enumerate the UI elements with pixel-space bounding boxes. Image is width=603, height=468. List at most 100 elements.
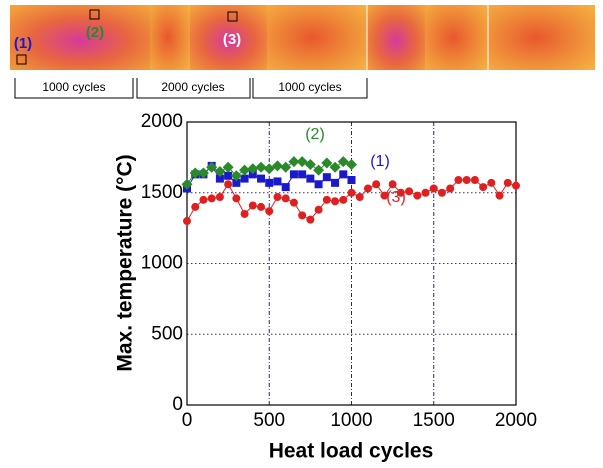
series-label: (3)	[386, 189, 406, 206]
data-point	[479, 183, 488, 192]
data-point	[248, 201, 257, 210]
data-point	[487, 178, 496, 187]
y-tick-label: 0	[172, 394, 183, 415]
data-point	[298, 170, 307, 179]
data-point	[306, 215, 315, 224]
data-point	[288, 156, 300, 168]
data-point	[454, 176, 463, 185]
x-axis-title: Heat load cycles	[269, 440, 434, 463]
data-point	[289, 198, 298, 207]
thermal-tile	[488, 5, 595, 70]
data-point	[265, 207, 274, 216]
data-point	[191, 202, 200, 211]
data-point	[296, 156, 308, 168]
cycle-brackets	[14, 78, 368, 99]
data-point	[470, 176, 479, 185]
y-tick-label: 2000	[141, 111, 183, 132]
data-point	[347, 176, 356, 185]
data-point	[240, 174, 249, 183]
bracket-label: 1000 cycles	[42, 80, 105, 94]
data-point	[329, 161, 341, 173]
x-tick-label: 1000	[330, 410, 372, 431]
data-point	[503, 178, 512, 187]
data-point	[363, 184, 372, 193]
bracket	[136, 78, 251, 99]
roi-label: (1)	[14, 35, 32, 52]
data-point	[206, 161, 218, 173]
data-point	[199, 195, 208, 204]
x-tick-label: 2000	[495, 410, 537, 431]
data-point	[240, 209, 249, 218]
data-point	[273, 177, 282, 186]
data-point	[322, 173, 331, 182]
data-point	[304, 158, 316, 170]
data-point	[271, 160, 283, 172]
roi-label: (3)	[223, 31, 241, 48]
thermal-tile	[10, 5, 150, 70]
data-point	[298, 211, 307, 220]
bracket-label: 1000 cycles	[278, 80, 341, 94]
data-point	[337, 156, 349, 168]
thermal-tile	[150, 5, 190, 70]
data-point	[281, 183, 290, 192]
data-point	[314, 180, 323, 189]
x-tick-label: 1500	[413, 410, 455, 431]
y-tick-label: 1000	[141, 253, 183, 274]
data-point	[372, 180, 381, 189]
data-point	[388, 180, 397, 189]
x-tick-label: 500	[253, 410, 285, 431]
data-point	[331, 178, 340, 187]
data-point	[331, 197, 340, 206]
data-point	[280, 161, 292, 173]
data-point	[347, 188, 356, 197]
data-point	[281, 194, 290, 203]
data-point	[215, 174, 224, 183]
data-point	[346, 158, 357, 170]
data-point	[197, 167, 209, 179]
data-point	[207, 194, 216, 203]
data-point	[189, 167, 201, 179]
data-point	[214, 166, 226, 178]
data-point	[339, 170, 348, 179]
data-point	[263, 163, 275, 175]
data-point	[255, 161, 267, 173]
data-point	[321, 157, 333, 169]
data-point	[380, 191, 389, 200]
data-point	[339, 195, 348, 204]
data-point	[446, 184, 455, 193]
bracket	[252, 78, 368, 99]
data-point	[322, 195, 331, 204]
data-point	[462, 176, 471, 185]
data-point	[232, 194, 241, 203]
x-tick-label: 0	[182, 410, 193, 431]
data-point	[313, 164, 325, 176]
thermal-tile	[367, 5, 425, 70]
roi-box	[89, 9, 100, 20]
series-label: (2)	[305, 126, 325, 143]
plot-frame	[186, 121, 517, 406]
data-point	[239, 164, 251, 176]
data-point	[413, 191, 422, 200]
bracket	[14, 78, 134, 99]
thermal-strip: (1) (2) (3)	[10, 5, 595, 70]
data-point	[265, 178, 274, 187]
data-point	[248, 170, 257, 179]
data-point	[222, 161, 234, 173]
data-point	[512, 181, 520, 190]
data-point	[215, 192, 224, 201]
data-point	[257, 202, 266, 211]
data-point	[183, 217, 191, 226]
data-point	[232, 178, 241, 187]
roi-box	[227, 11, 238, 22]
thermal-tile	[267, 5, 367, 70]
data-point	[230, 170, 242, 182]
series-label: (1)	[370, 153, 390, 170]
data-point	[495, 191, 504, 200]
data-point	[306, 174, 315, 183]
roi-box	[16, 54, 27, 65]
data-point	[224, 180, 233, 189]
data-point	[429, 184, 438, 193]
data-point	[224, 171, 233, 180]
data-point	[314, 205, 323, 214]
